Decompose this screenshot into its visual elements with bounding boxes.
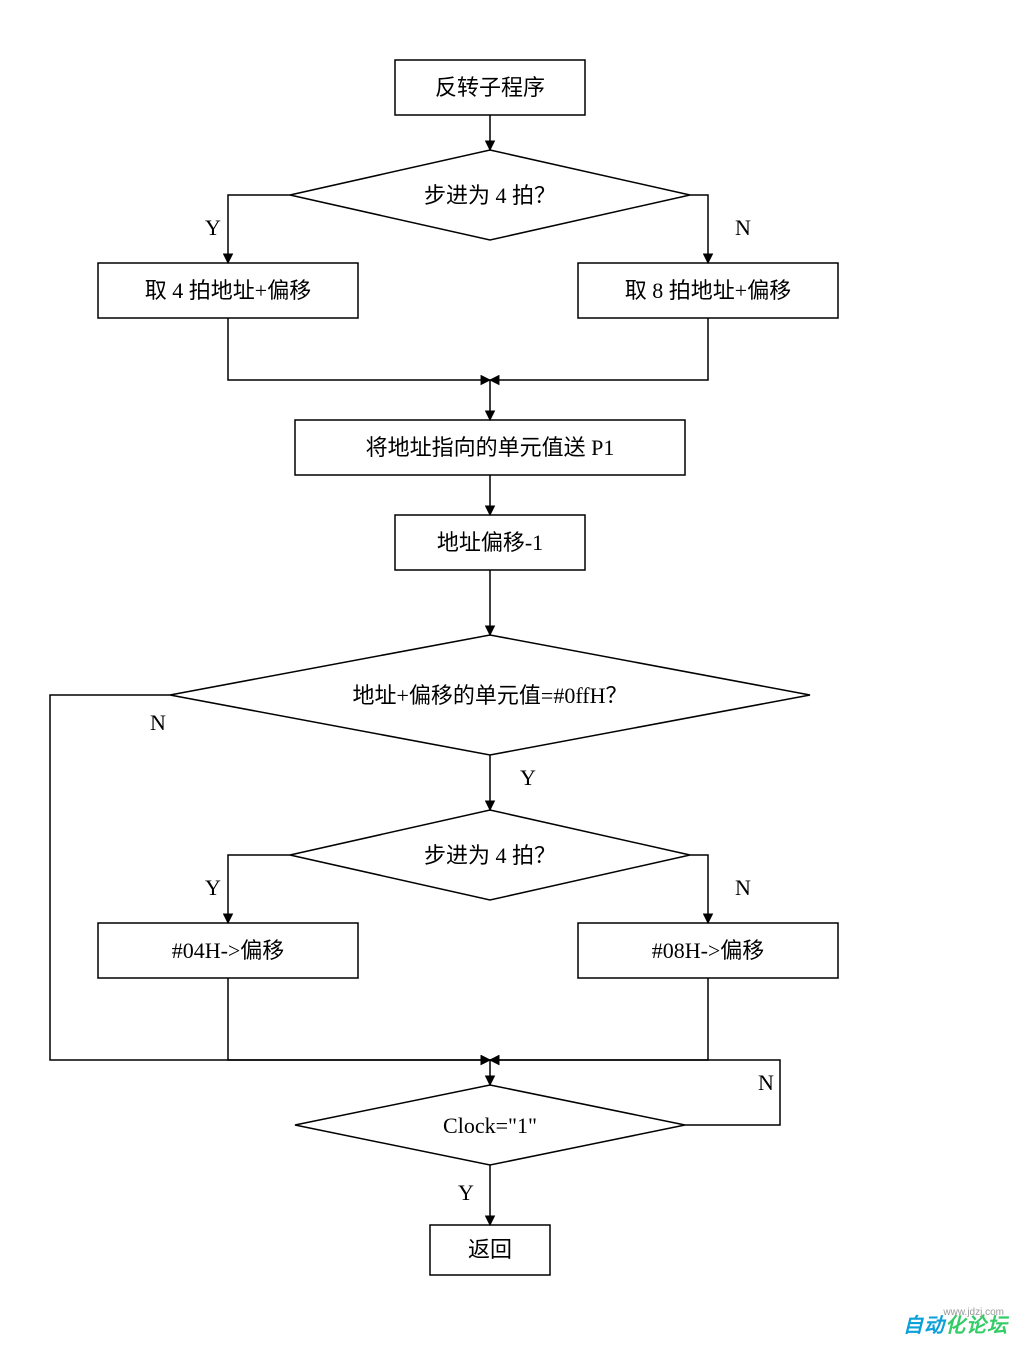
node-s04-label: #04H->偏移 — [172, 938, 285, 963]
edge-10 — [228, 855, 290, 923]
node-p8-label: 取 8 拍地址+偏移 — [625, 278, 791, 303]
edge-10-label: Y — [205, 875, 221, 900]
node-d3-label: 步进为 4 拍？ — [424, 843, 556, 868]
watermark-part1: 自动 — [903, 1315, 945, 1337]
edge-2-label: N — [735, 215, 751, 240]
node-d4-label: Clock="1" — [443, 1113, 537, 1138]
edge-1 — [228, 195, 290, 263]
node-sendp1-label: 将地址指向的单元值送 P1 — [366, 435, 615, 460]
edge-2 — [690, 195, 708, 263]
watermark: 自动化论坛 — [903, 1309, 1008, 1338]
node-p4-label: 取 4 拍地址+偏移 — [145, 278, 311, 303]
edge-13 — [490, 978, 708, 1060]
edge-15-label: N — [758, 1070, 774, 1095]
flowchart-canvas: 反转子程序 步进为 4 拍？ 取 4 拍地址+偏移 取 8 拍地址+偏移 将地址… — [0, 0, 1018, 1346]
edge-8 — [50, 695, 490, 1060]
edge-11-label: N — [735, 875, 751, 900]
node-d1-label: 步进为 4 拍？ — [424, 183, 556, 208]
edge-1-label: Y — [205, 215, 221, 240]
node-ret-label: 返回 — [468, 1237, 512, 1262]
node-start-label: 反转子程序 — [435, 75, 545, 100]
edge-4 — [490, 318, 708, 380]
node-d2-label: 地址+偏移的单元值=#0ffH？ — [353, 683, 628, 708]
node-decoff-label: 地址偏移-1 — [437, 530, 543, 555]
edge-11 — [690, 855, 708, 923]
edge-9-label: Y — [520, 765, 536, 790]
edge-12 — [228, 978, 490, 1060]
edge-3 — [228, 318, 490, 380]
node-s08-label: #08H->偏移 — [652, 938, 765, 963]
watermark-part2: 化论坛 — [945, 1315, 1008, 1337]
edge-8-label: N — [150, 710, 166, 735]
edge-16-label: Y — [458, 1180, 474, 1205]
